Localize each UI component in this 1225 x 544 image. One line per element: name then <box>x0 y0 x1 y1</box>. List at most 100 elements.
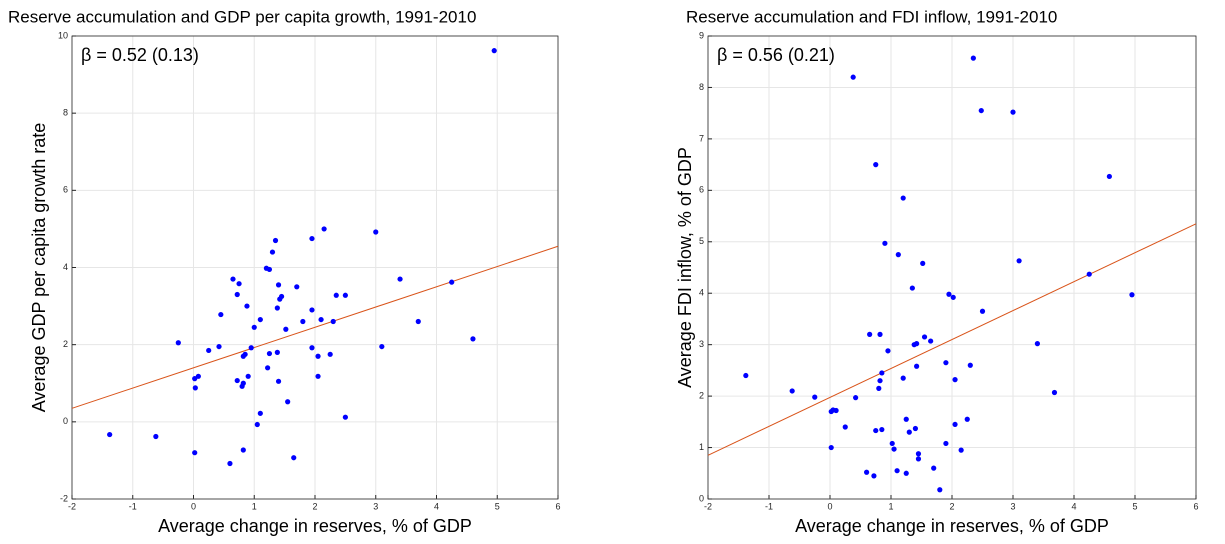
data-point <box>914 341 920 347</box>
y-tick-label: 4 <box>699 288 704 298</box>
data-point <box>470 336 476 342</box>
y-tick-label: 1 <box>699 442 704 452</box>
data-point <box>309 235 315 242</box>
data-point <box>291 455 297 461</box>
data-point <box>327 351 333 357</box>
data-point <box>379 343 385 350</box>
data-point <box>192 450 198 456</box>
data-point <box>789 388 795 394</box>
plot-frame <box>707 35 1197 500</box>
data-point <box>915 451 922 457</box>
data-point <box>240 447 246 453</box>
data-point <box>952 421 958 428</box>
data-point <box>877 331 883 337</box>
data-point <box>315 373 321 379</box>
data-point <box>274 349 280 355</box>
data-point <box>894 468 900 474</box>
data-point <box>979 308 986 314</box>
y-tick-label: 0 <box>63 416 68 426</box>
y-axis-label: Average GDP per capita growth rate <box>29 123 49 413</box>
data-point <box>266 350 273 357</box>
data-point <box>491 48 497 54</box>
data-point <box>921 334 928 340</box>
data-point <box>1051 389 1058 396</box>
x-tick-label: 1 <box>252 501 257 511</box>
data-point <box>867 331 873 337</box>
x-tick-label: 0 <box>191 501 196 511</box>
data-point <box>294 284 300 290</box>
data-point <box>272 237 279 244</box>
fit-line <box>707 223 1197 456</box>
data-point <box>318 316 324 323</box>
x-tick-label: 1 <box>888 501 893 511</box>
data-point <box>415 318 421 325</box>
data-point <box>937 487 943 493</box>
data-point <box>342 414 348 420</box>
data-point <box>257 410 263 416</box>
data-point <box>964 416 970 422</box>
data-point <box>871 473 877 479</box>
data-point <box>300 318 306 325</box>
data-point <box>274 305 280 311</box>
plot-frame <box>71 35 559 500</box>
y-tick-label: 5 <box>699 236 704 246</box>
x-tick-label: 4 <box>1071 501 1076 511</box>
x-tick-label: 2 <box>949 501 954 511</box>
data-point <box>970 55 976 61</box>
chart-panel: -2 -1 0 1 2 3 4 5 6 -2 0 2 4 6 8 10 β = 0.52 (0.13) Reser… <box>8 7 561 535</box>
data-point <box>234 291 240 298</box>
y-tick-label: -2 <box>60 493 68 503</box>
data-point <box>206 347 212 354</box>
data-point <box>265 365 271 371</box>
x-tick-label: 6 <box>1193 501 1198 511</box>
data-point <box>903 416 909 422</box>
data-point <box>943 360 949 366</box>
data-point <box>912 425 919 432</box>
y-tick-label: 2 <box>63 339 68 349</box>
data-point <box>1106 173 1112 180</box>
data-point <box>107 431 113 438</box>
y-tick-label: 8 <box>63 108 68 118</box>
x-tick-label: 3 <box>1010 501 1015 511</box>
data-point <box>333 292 339 298</box>
annotation: β = 0.56 (0.21) <box>717 45 835 65</box>
y-tick-label: 9 <box>699 30 704 40</box>
data-point <box>958 447 964 453</box>
data-point <box>321 226 327 232</box>
data-point <box>812 394 818 400</box>
fit-line <box>71 245 559 409</box>
data-point <box>227 460 233 467</box>
data-point <box>920 260 926 266</box>
chart-title: Reserve accumulation and GDP per capita … <box>8 7 476 26</box>
data-point <box>251 324 257 330</box>
data-point <box>192 385 198 391</box>
y-tick-label: 0 <box>699 493 704 503</box>
data-point <box>943 440 949 447</box>
data-point <box>309 345 315 351</box>
data-point <box>309 307 315 313</box>
data-point <box>285 399 291 405</box>
x-tick-label: 0 <box>827 501 832 511</box>
data-point <box>931 465 937 471</box>
annotation: β = 0.52 (0.13) <box>81 45 199 65</box>
data-point <box>1034 341 1040 347</box>
y-tick-label: 8 <box>699 82 704 92</box>
data-point <box>873 427 879 434</box>
data-point <box>240 380 246 386</box>
x-tick-label: -1 <box>765 501 773 511</box>
data-point <box>244 303 250 309</box>
data-point <box>449 279 455 285</box>
y-axis-label: Average FDI inflow, % of GDP <box>675 147 695 388</box>
x-tick-label: 5 <box>1132 501 1137 511</box>
data-point <box>842 424 848 430</box>
data-point <box>266 266 273 273</box>
data-point <box>1086 271 1092 277</box>
data-point <box>952 377 958 383</box>
data-point <box>906 429 912 435</box>
data-point <box>743 372 749 379</box>
data-point <box>879 426 885 433</box>
data-point <box>876 385 882 391</box>
data-point <box>330 318 336 325</box>
x-tick-label: 4 <box>434 501 439 511</box>
